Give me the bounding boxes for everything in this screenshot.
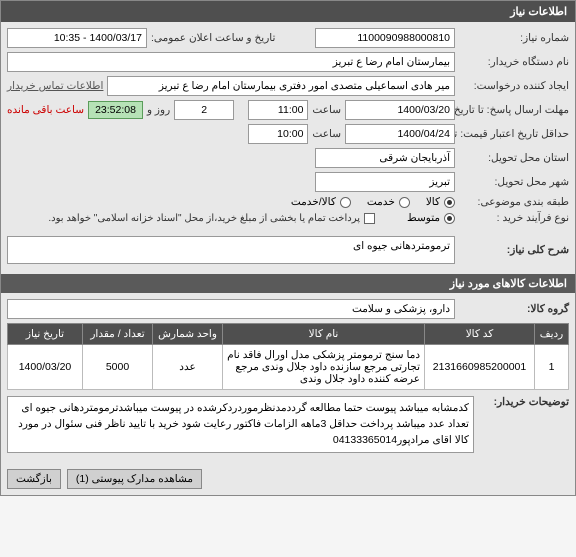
validity-time-field: 10:00: [248, 124, 308, 144]
contact-link[interactable]: اطلاعات تماس خریدار: [7, 80, 103, 92]
prepay-text: پرداخت تمام یا بخشی از مبلغ خرید،از محل …: [48, 213, 360, 224]
radio-service-label: خدمت: [367, 196, 395, 208]
table-row[interactable]: 1 2131660985200001 دما سنج ترمومتر پزشکی…: [8, 345, 569, 390]
th-row: ردیف: [535, 324, 569, 345]
days-count-field: 2: [174, 100, 234, 120]
th-name: نام کالا: [223, 324, 425, 345]
classify-radio-group: کالا خدمت کالا/خدمت: [291, 196, 455, 208]
radio-goods-service-label: کالا/خدمت: [291, 196, 336, 208]
group-label: گروه کالا:: [459, 303, 569, 315]
days-and-label: روز و: [147, 104, 170, 116]
deadline-date-field: 1400/03/20: [345, 100, 455, 120]
announce-field: 1400/03/17 - 10:35: [7, 28, 147, 48]
th-code: کد کالا: [425, 324, 535, 345]
desc-field: ترمومتردهانی جیوه ای: [7, 236, 455, 264]
checkbox-icon: [364, 213, 375, 224]
need-no-label: شماره نیاز:: [459, 32, 569, 44]
cell-name: دما سنج ترمومتر پزشکی مدل اورال فاقد نام…: [223, 345, 425, 390]
back-button[interactable]: بازگشت: [7, 469, 61, 489]
validity-label: حداقل تاریخ اعتبار قیمت: تا تاریخ:: [459, 128, 569, 140]
items-table: ردیف کد کالا نام کالا واحد شمارش تعداد /…: [7, 323, 569, 390]
desc-label: شرح کلی نیاز:: [459, 244, 569, 256]
cell-date: 1400/03/20: [8, 345, 83, 390]
remain-suffix: ساعت باقی مانده: [7, 104, 84, 116]
form-body: شماره نیاز: 1100090988000810 تاریخ و ساع…: [1, 22, 575, 274]
city-label: شهر محل تحویل:: [459, 176, 569, 188]
time-label-1: ساعت: [312, 104, 341, 116]
prepay-checkbox[interactable]: پرداخت تمام یا بخشی از مبلغ خرید،از محل …: [48, 213, 375, 224]
creator-label: ایجاد کننده درخواست:: [459, 80, 569, 92]
radio-dot-icon: [444, 197, 455, 208]
attachments-button[interactable]: مشاهده مدارک پیوستی (1): [67, 469, 202, 489]
province-field: آذربایجان شرقی: [315, 148, 455, 168]
radio-dot-icon: [340, 197, 351, 208]
need-no-field: 1100090988000810: [315, 28, 455, 48]
radio-goods[interactable]: کالا: [426, 196, 455, 208]
th-date: تاریخ نیاز: [8, 324, 83, 345]
radio-goods-label: کالا: [426, 196, 440, 208]
cell-row: 1: [535, 345, 569, 390]
deadline-label: مهلت ارسال پاسخ: تا تاریخ:: [459, 104, 569, 116]
classify-label: طبقه بندی موضوعی:: [459, 196, 569, 208]
process-label: نوع فرآیند خرید :: [459, 212, 569, 224]
table-header-row: ردیف کد کالا نام کالا واحد شمارش تعداد /…: [8, 324, 569, 345]
radio-process-mid[interactable]: متوسط: [407, 212, 455, 224]
validity-date-field: 1400/04/24: [345, 124, 455, 144]
footer: مشاهده مدارک پیوستی (1) بازگشت: [1, 463, 575, 495]
cell-unit: عدد: [153, 345, 223, 390]
province-label: استان محل تحویل:: [459, 152, 569, 164]
items-section-title: اطلاعات کالاهای مورد نیاز: [1, 274, 575, 293]
group-field: دارو، پزشکی و سلامت: [7, 299, 455, 319]
buyer-desc-label: توضیحات خریدار:: [478, 396, 569, 408]
creator-field: میر هادی اسماعیلی متصدی امور دفتری بیمار…: [107, 76, 455, 96]
radio-dot-icon: [444, 213, 455, 224]
panel-title: اطلاعات نیاز: [1, 1, 575, 22]
remain-time-badge: 23:52:08: [88, 101, 143, 119]
radio-goods-service[interactable]: کالا/خدمت: [291, 196, 351, 208]
buyer-desc-field: کدمشابه میباشد پیوست حتما مطالعه گرددمدن…: [7, 396, 474, 453]
deadline-time-field: 11:00: [248, 100, 308, 120]
radio-dot-icon: [399, 197, 410, 208]
buyer-name-label: نام دستگاه خریدار:: [459, 56, 569, 68]
time-label-2: ساعت: [312, 128, 341, 140]
city-field: تبریز: [315, 172, 455, 192]
cell-code: 2131660985200001: [425, 345, 535, 390]
radio-service[interactable]: خدمت: [367, 196, 410, 208]
buyer-name-field: بیمارستان امام رضا ع تبریز: [7, 52, 455, 72]
th-qty: تعداد / مقدار: [83, 324, 153, 345]
radio-process-mid-label: متوسط: [407, 212, 440, 224]
th-unit: واحد شمارش: [153, 324, 223, 345]
cell-qty: 5000: [83, 345, 153, 390]
need-info-panel: اطلاعات نیاز شماره نیاز: 110009098800081…: [0, 0, 576, 496]
announce-label: تاریخ و ساعت اعلان عمومی:: [151, 32, 275, 44]
